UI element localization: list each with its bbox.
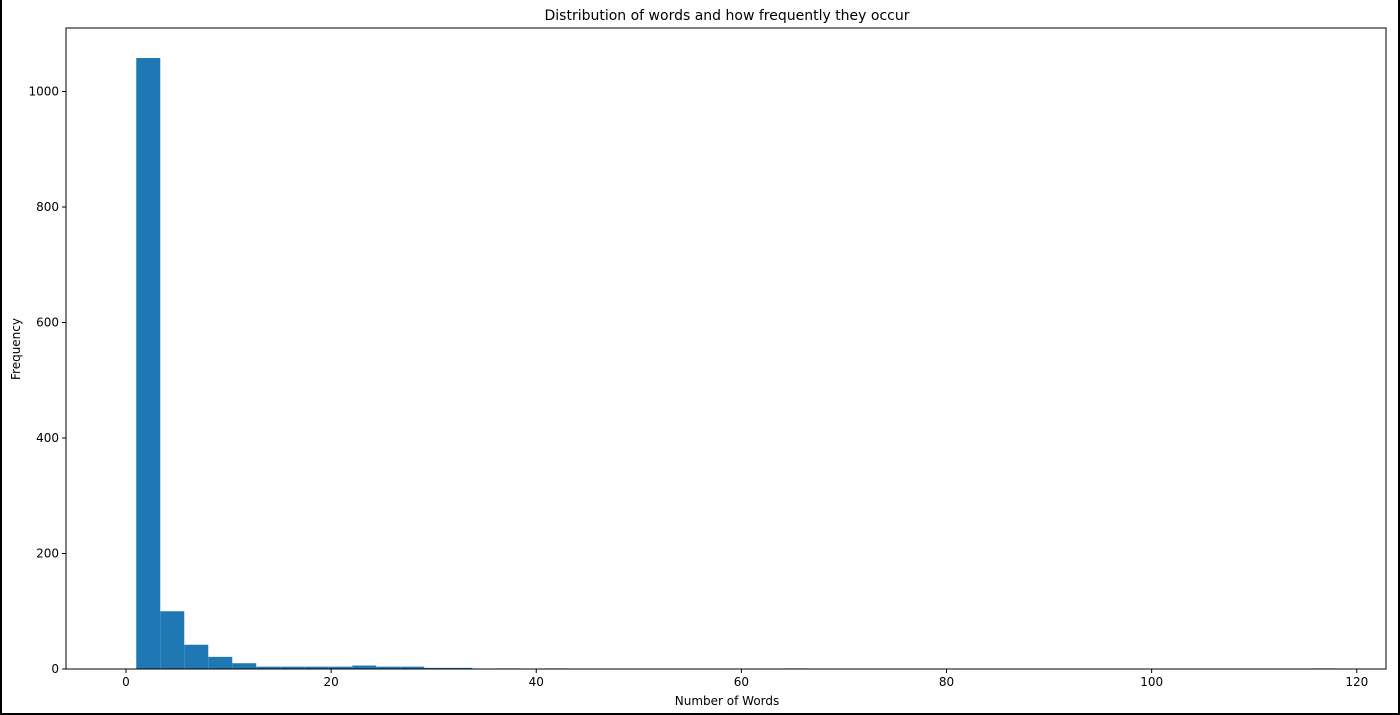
histogram-bar [328,666,353,669]
x-axis-label: Number of Words [675,694,780,708]
x-tick-label: 60 [734,675,749,689]
chart-title: Distribution of words and how frequently… [544,8,909,24]
x-tick-label: 120 [1345,675,1368,689]
x-tick-label: 20 [323,675,338,689]
histogram-bar [424,667,449,669]
y-tick-label: 0 [51,662,59,676]
x-tick-label: 40 [529,675,544,689]
histogram-bar [400,666,425,669]
histogram-bar [304,666,329,669]
histogram-bar [256,666,281,669]
x-tick-label: 100 [1140,675,1163,689]
histogram-bar [352,665,377,669]
y-tick-label: 600 [36,316,59,330]
y-tick-label: 800 [36,200,59,214]
histogram-bar [184,644,209,669]
x-tick-label: 80 [939,675,954,689]
histogram-bar [448,667,473,669]
y-axis-ticks: 0 200 400 600 800 1000 [28,85,66,676]
histogram-bar [136,58,161,670]
histogram-bar [208,656,233,669]
histogram-bar [280,666,305,669]
histogram-bar [376,666,401,669]
bar-group [136,58,1337,670]
y-tick-label: 200 [36,547,59,561]
histogram-bar [160,611,185,669]
y-tick-label: 400 [36,431,59,445]
plot-area-frame [65,27,1387,670]
y-tick-label: 1000 [28,85,59,99]
y-axis-label: Frequency [9,318,23,380]
x-axis-ticks: 0 20 40 60 80 100 120 [122,669,1368,689]
x-tick-label: 0 [122,675,130,689]
histogram-bar [232,663,257,669]
